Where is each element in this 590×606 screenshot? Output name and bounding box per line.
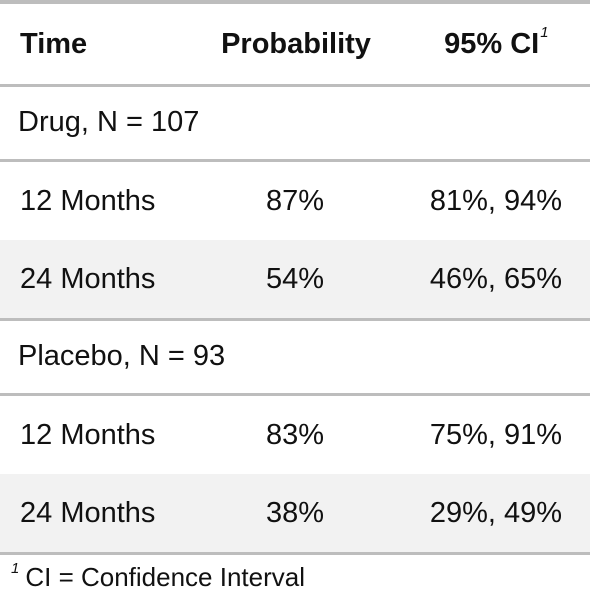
- table-row: 24 Months 54% 46%, 65%: [0, 240, 590, 318]
- footnote-mark: 1: [11, 560, 20, 577]
- header-time: Time: [20, 27, 88, 60]
- table-row: 12 Months 83% 75%, 91%: [0, 396, 590, 474]
- header-rule: [0, 84, 590, 87]
- group-rule: [0, 393, 590, 396]
- cell-ci: 81%, 94%: [429, 184, 563, 217]
- cell-probability: 87%: [265, 184, 325, 217]
- group-rule: [0, 159, 590, 162]
- table-bottom-rule: [0, 552, 590, 555]
- table-row: 12 Months 87% 81%, 94%: [0, 162, 590, 240]
- group-end-rule: [0, 318, 590, 321]
- cell-time: 24 Months: [20, 262, 156, 295]
- table-row: 24 Months 38% 29%, 49%: [0, 474, 590, 552]
- cell-probability: 54%: [265, 262, 325, 295]
- survival-table: Time Probability 95% CI1 Drug, N = 107 1…: [0, 0, 590, 555]
- cell-probability: 38%: [265, 496, 325, 529]
- cell-time: 24 Months: [20, 496, 156, 529]
- header-ci-footnote-mark: 1: [540, 23, 549, 41]
- header-probability: Probability: [221, 27, 371, 60]
- table-header-row: Time Probability 95% CI1: [0, 4, 590, 84]
- footnote-text: CI = Confidence Interval: [25, 562, 305, 592]
- cell-ci: 46%, 65%: [429, 262, 563, 295]
- cell-time: 12 Months: [20, 418, 156, 451]
- table-footnote: 1 CI = Confidence Interval: [10, 560, 305, 593]
- table-top-rule: [0, 0, 590, 4]
- header-ci-label: 95% CI: [444, 27, 540, 60]
- group-label-placebo: Placebo, N = 93: [18, 339, 226, 372]
- cell-ci: 75%, 91%: [429, 418, 563, 451]
- header-ci: 95% CI1: [391, 24, 590, 61]
- cell-probability: 83%: [265, 418, 325, 451]
- cell-time: 12 Months: [20, 184, 156, 217]
- cell-ci: 29%, 49%: [429, 496, 563, 529]
- group-label-drug: Drug, N = 107: [18, 105, 200, 138]
